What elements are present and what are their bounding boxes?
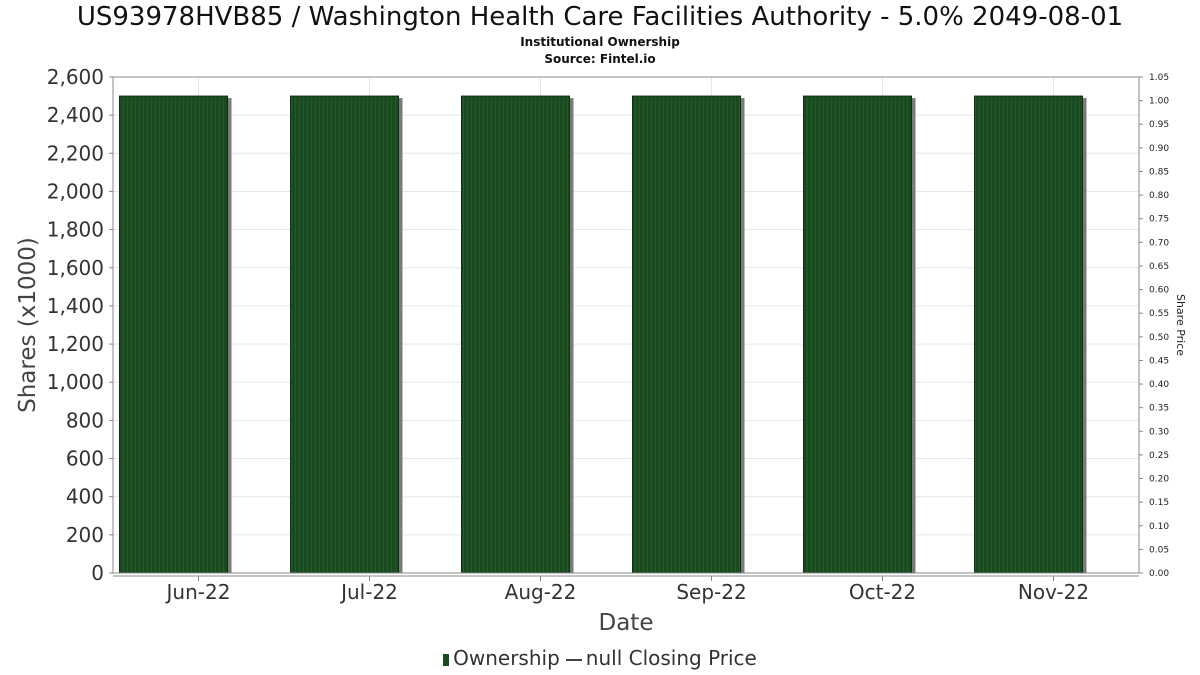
y2-tick-label: 0.60 bbox=[1149, 286, 1169, 296]
ownership-legend-label: Ownership bbox=[453, 646, 560, 670]
x-tick-label: Sep-22 bbox=[676, 580, 746, 604]
x-tick-label: Jul-22 bbox=[339, 580, 398, 604]
y-tick-label: 2,400 bbox=[47, 103, 104, 127]
y2-tick-label: 0.30 bbox=[1149, 427, 1169, 437]
y-tick-label: 2,200 bbox=[47, 141, 104, 165]
y2-tick-label: 0.55 bbox=[1149, 309, 1169, 319]
y2-tick-label: 0.85 bbox=[1149, 167, 1169, 177]
chart-source: Source: Fintel.io bbox=[544, 52, 656, 66]
y-tick-label: 0 bbox=[91, 561, 104, 585]
y2-tick-label: 0.40 bbox=[1149, 380, 1169, 390]
y2-tick-label: 0.50 bbox=[1149, 333, 1169, 343]
plot-area bbox=[113, 77, 1139, 573]
ownership-chart: 0 200 400 600 800 1,000 1,200 1,400 1,600 1,800 2,… bbox=[15, 65, 1187, 636]
bar-shadow bbox=[911, 98, 916, 574]
y-tick-label: 600 bbox=[66, 447, 104, 471]
ownership-bar bbox=[461, 95, 570, 574]
price-legend-label: null Closing Price bbox=[585, 646, 757, 670]
y-tick-label: 800 bbox=[66, 408, 104, 432]
x-tick-label: Nov-22 bbox=[1018, 580, 1089, 604]
y-tick-label: 1,200 bbox=[47, 332, 104, 356]
chart-legend: Ownership null Closing Price bbox=[0, 646, 1200, 670]
x-tick-label: Oct-22 bbox=[849, 580, 916, 604]
y2-tick-label: 1.05 bbox=[1149, 73, 1169, 83]
bar-shadow bbox=[569, 98, 574, 574]
y2-tick-label: 0.80 bbox=[1149, 191, 1169, 201]
chart-subtitle: Institutional Ownership bbox=[520, 35, 680, 49]
ownership-bar bbox=[119, 95, 228, 574]
chart-title: US93978HVB85 / Washington Health Care Fa… bbox=[76, 2, 1124, 32]
bar-shadow bbox=[398, 98, 403, 574]
y2-tick-label: 0.05 bbox=[1149, 545, 1169, 555]
bar-shadow bbox=[1082, 98, 1087, 574]
y2-tick-label: 0.15 bbox=[1149, 498, 1169, 508]
y-tick-label: 400 bbox=[66, 485, 104, 509]
y2-tick-label: 0.90 bbox=[1149, 144, 1169, 154]
y-tick-label: 1,600 bbox=[47, 256, 104, 280]
y-tick-label: 1,000 bbox=[47, 370, 104, 394]
price-legend-line bbox=[565, 658, 582, 661]
bar-shadow bbox=[227, 98, 232, 574]
y-tick-label: 2,000 bbox=[47, 179, 104, 203]
y2-tick-label: 0.35 bbox=[1149, 404, 1169, 414]
y2-tick-label: 0.25 bbox=[1149, 451, 1169, 461]
plot-frame bbox=[112, 76, 1140, 574]
y2-tick-label: 0.20 bbox=[1149, 475, 1169, 485]
y-tick-label: 200 bbox=[66, 523, 104, 547]
y2-tick-label: 0.70 bbox=[1149, 238, 1169, 248]
ownership-bar bbox=[290, 95, 399, 574]
y-tick-label: 1,800 bbox=[47, 218, 104, 242]
y-tick-label: 1,400 bbox=[47, 294, 104, 318]
x-tick-label: Jun-22 bbox=[165, 580, 231, 604]
y2-tick-label: 0.00 bbox=[1149, 569, 1169, 579]
x-tick-label: Aug-22 bbox=[505, 580, 577, 604]
y2-tick-label: 0.65 bbox=[1149, 262, 1169, 272]
x-axis-title: Date bbox=[599, 610, 654, 636]
y2-tick-label: 0.45 bbox=[1149, 356, 1169, 366]
y2-tick-label: 0.75 bbox=[1149, 215, 1169, 225]
ownership-bar bbox=[632, 95, 741, 574]
ownership-bar bbox=[803, 95, 912, 574]
y2-axis-title: Share Price bbox=[1174, 294, 1187, 356]
y-axis-title: Shares (x1000) bbox=[15, 237, 41, 413]
y2-tick-label: 0.95 bbox=[1149, 120, 1169, 130]
y-tick-label: 2,600 bbox=[47, 65, 104, 89]
y2-tick-label: 1.00 bbox=[1149, 97, 1169, 107]
y2-tick-label: 0.10 bbox=[1149, 522, 1169, 532]
bar-shadow bbox=[740, 98, 745, 574]
ownership-bar bbox=[974, 95, 1083, 574]
ownership-legend-swatch bbox=[443, 653, 450, 666]
